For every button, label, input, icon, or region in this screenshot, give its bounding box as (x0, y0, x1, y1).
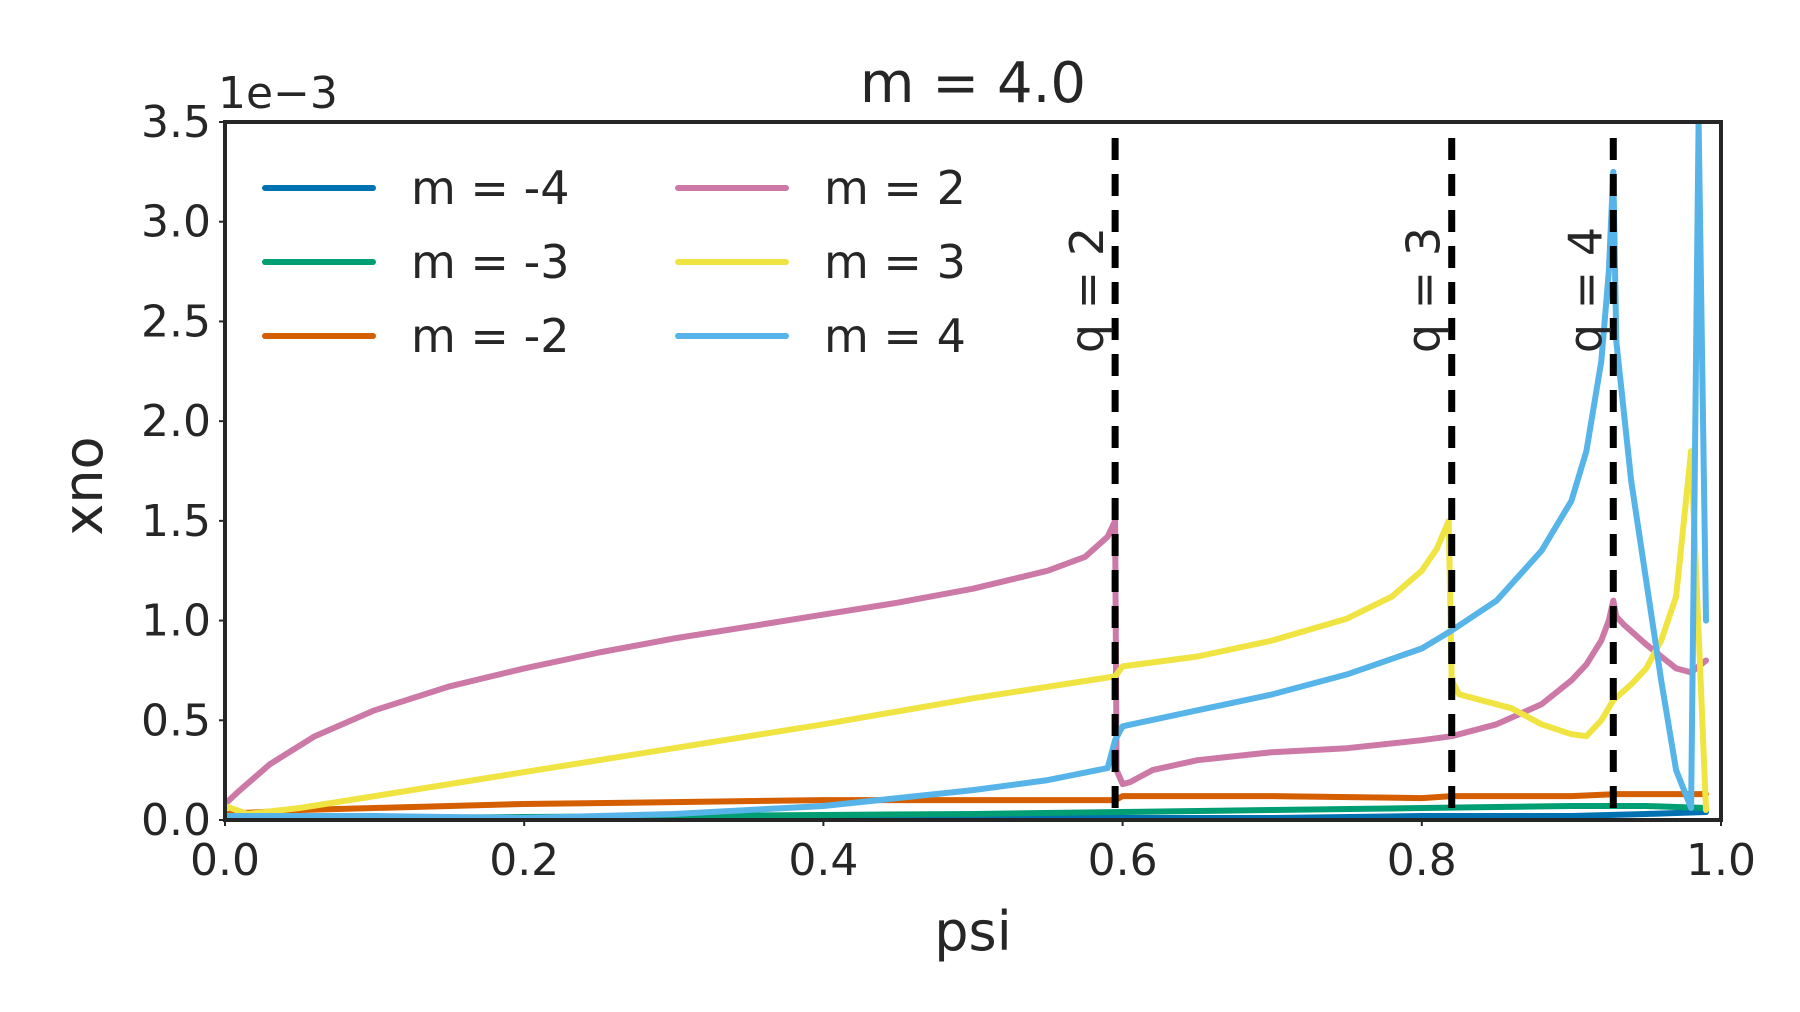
rational-surface-layer: q = 2 q = 3 q = 4 (1060, 138, 1617, 820)
y-axis-offset-text: 1e−3 (218, 68, 338, 119)
x-tick-label-2: 0.4 (788, 835, 858, 886)
series-line-4 (225, 448, 1709, 817)
x-tick-label-1: 0.2 (489, 835, 559, 886)
legend-label-3: m = 2 (824, 161, 966, 215)
x-tick-label-0: 0.0 (190, 835, 260, 886)
rational-surface-label-1: q = 2 (1060, 227, 1114, 353)
y-tick-label-4: 2.0 (141, 396, 211, 447)
legend-label-4: m = 3 (824, 235, 966, 289)
legend-label-0: m = -4 (411, 161, 569, 215)
y-tick-label-6: 3.0 (141, 197, 211, 248)
y-axis-label: xno (52, 436, 115, 535)
rational-surface-label-3: q = 4 (1558, 227, 1612, 353)
y-tick-label-1: 0.5 (141, 695, 211, 746)
legend-label-2: m = -2 (411, 309, 569, 363)
legend-label-5: m = 4 (824, 309, 966, 363)
y-tick-label-0: 0.0 (141, 795, 211, 846)
y-tick-label-7: 3.5 (141, 97, 211, 148)
legend: m = -4 m = -3 m = -2 m = 2 m = 3 m = 4 (262, 161, 966, 363)
x-tick-label-5: 1.0 (1686, 835, 1756, 886)
plot-frame (223, 120, 1723, 822)
y-tick-label-2: 1.0 (141, 596, 211, 647)
y-tick-label-5: 2.5 (141, 296, 211, 347)
legend-label-1: m = -3 (411, 235, 569, 289)
axis-ticks: 0.0 0.2 0.4 0.6 0.8 1.0 0.0 0.5 1.0 1.5 2.0 2.5 3.0 3… (141, 97, 1756, 886)
rational-surface-label-2: q = 3 (1397, 227, 1451, 353)
x-tick-label-3: 0.6 (1088, 835, 1158, 886)
x-axis-label: psi (934, 900, 1011, 963)
x-tick-label-4: 0.8 (1387, 835, 1457, 886)
y-tick-label-3: 1.5 (141, 496, 211, 547)
series-line-5 (225, 122, 1709, 820)
chart-title: m = 4.0 (860, 51, 1086, 116)
